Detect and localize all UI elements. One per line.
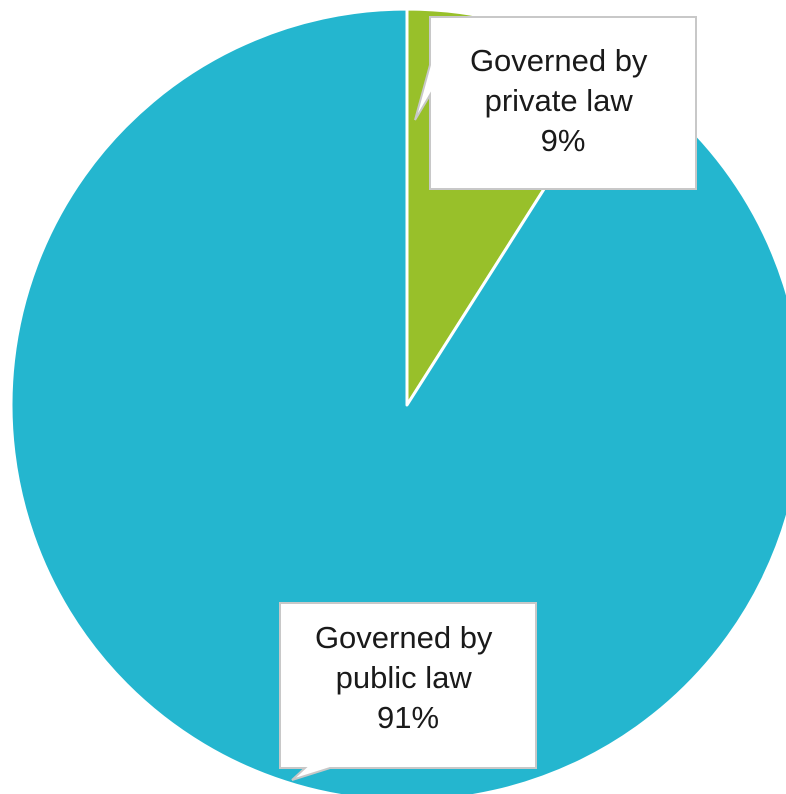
data-label-public-law-percent: 91% — [377, 700, 439, 735]
callout-box-private-law — [414, 16, 697, 190]
data-label-private-law: Governed by private law 9% — [414, 16, 697, 190]
callout-box-public-law — [279, 602, 537, 781]
data-label-public-law-line-2: public law — [336, 660, 473, 695]
data-label-public-law-line-1: Governed by — [315, 620, 493, 655]
data-label-private-law-line-1: Governed by — [470, 43, 648, 78]
svg-text:Governed by private law: Governed by private law 9% — [470, 43, 656, 158]
data-label-public-law: Governed by public law 91% — [279, 602, 537, 781]
data-label-private-law-line-2: private law — [485, 83, 634, 118]
svg-text:Governed by public law: Governed by public law 91% — [315, 620, 501, 735]
data-label-private-law-percent: 9% — [541, 123, 586, 158]
pie-slice-governed-by-public-law — [9, 7, 786, 794]
